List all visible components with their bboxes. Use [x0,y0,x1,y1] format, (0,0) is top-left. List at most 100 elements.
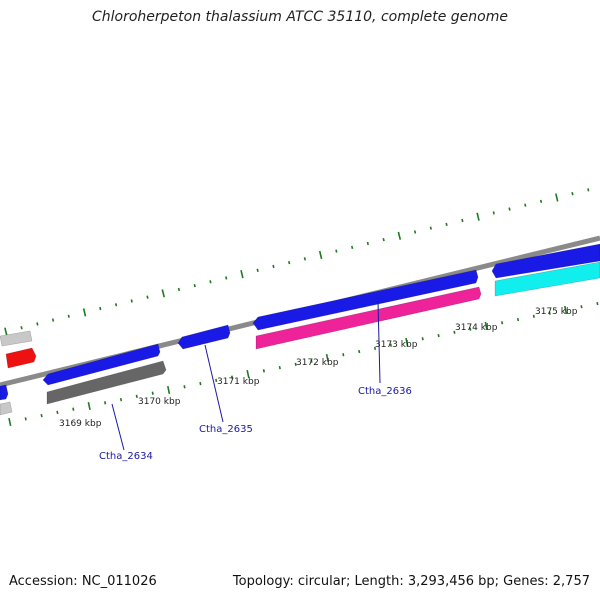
accession-text: Accession: NC_011026 [9,574,157,589]
minor-tick [262,369,265,373]
major-tick [484,321,488,331]
major-tick [564,305,568,315]
minor-tick [508,207,511,211]
minor-tick [580,305,583,309]
minor-tick [358,349,361,354]
minor-tick [539,199,543,203]
minor-tick [40,413,43,418]
minor-tick [437,333,440,338]
inner-tick-ring [8,301,599,427]
kbp-label: 3170 kbp [138,397,181,407]
minor-tick [453,330,456,334]
minor-tick [146,295,149,299]
feature-blue-left-edge [0,384,9,401]
major-tick [397,231,402,240]
minor-tick [256,268,259,272]
major-tick [555,193,559,202]
minor-tick [278,365,281,370]
minor-tick [20,326,23,330]
gene-label-Ctha_2636[interactable]: Ctha_2636 [358,386,412,397]
minor-tick [51,318,55,322]
major-tick [4,327,8,336]
minor-tick [596,301,599,306]
gene-Ctha_2634 [46,360,167,405]
minor-tick [24,417,27,421]
minor-tick [413,230,417,234]
minor-tick [429,226,432,230]
gene-Ctha_2636 [255,286,482,350]
minor-tick [36,322,39,326]
minor-tick [303,257,307,261]
kbp-label: 3169 kbp [59,419,102,429]
minor-tick [104,401,107,405]
minor-tick [114,303,118,307]
minor-tick [130,299,133,303]
minor-tick [67,314,70,318]
minor-tick [193,284,196,288]
cds-Ctha_2636 [252,269,479,331]
minor-tick [587,188,590,192]
minor-tick [445,222,448,226]
minor-tick [548,311,551,315]
kbp-label: 3171 kbp [217,377,260,387]
gene-right-cyan [494,261,600,297]
major-tick [87,401,91,411]
minor-tick [342,353,345,357]
cds-Ctha_2635 [177,324,231,350]
minor-tick [310,359,313,363]
cds-right [491,243,600,279]
kbp-label: 3172 kbp [296,358,339,368]
minor-tick [374,346,377,350]
minor-tick [288,261,291,265]
major-tick [161,289,165,298]
minor-tick [225,276,228,280]
outer-tick-ring [4,188,590,336]
minor-tick [492,211,495,215]
major-tick [246,369,250,379]
minor-tick [99,306,102,311]
minor-tick [199,381,202,386]
kbp-label: 3173 kbp [375,340,418,350]
minor-tick [382,238,385,242]
kbp-label: 3174 kbp [455,323,498,333]
minor-tick [177,287,181,292]
gene-label-Ctha_2635[interactable]: Ctha_2635 [199,424,253,435]
major-tick [8,417,12,427]
minor-tick [135,394,138,399]
minor-tick [501,321,504,325]
minor-tick [272,264,275,269]
major-tick [82,308,87,317]
minor-tick [461,218,464,223]
minor-tick [56,410,59,415]
gene-label-Ctha_2634[interactable]: Ctha_2634 [99,451,153,462]
major-tick [318,250,323,260]
minor-tick [571,192,574,196]
genome-summary-text: Topology: circular; Length: 3,293,456 bp… [232,574,590,589]
minor-tick [215,378,218,383]
major-tick [476,212,480,221]
kbp-label: 3175 kbp [535,307,578,317]
minor-tick [151,391,154,395]
cds-Ctha_2634 [42,343,161,386]
minor-tick [231,375,234,379]
minor-tick [209,280,212,284]
feature-red [5,347,37,369]
minor-tick [389,343,392,347]
minor-tick [119,397,123,402]
leader-Ctha_2635 [204,344,224,423]
feature-light-grey-bottom [0,401,13,416]
major-tick [405,337,409,347]
leader-Ctha_2636 [377,300,381,384]
minor-tick [183,385,186,389]
minor-tick [516,317,520,322]
minor-tick [421,337,424,341]
minor-tick [294,362,297,366]
minor-tick [469,327,472,331]
major-tick [325,353,329,363]
genome-title: Chloroherpeton thalassium ATCC 35110, co… [92,9,508,25]
minor-tick [532,314,535,318]
minor-tick [351,245,354,249]
feature-light-grey-top [0,330,33,347]
